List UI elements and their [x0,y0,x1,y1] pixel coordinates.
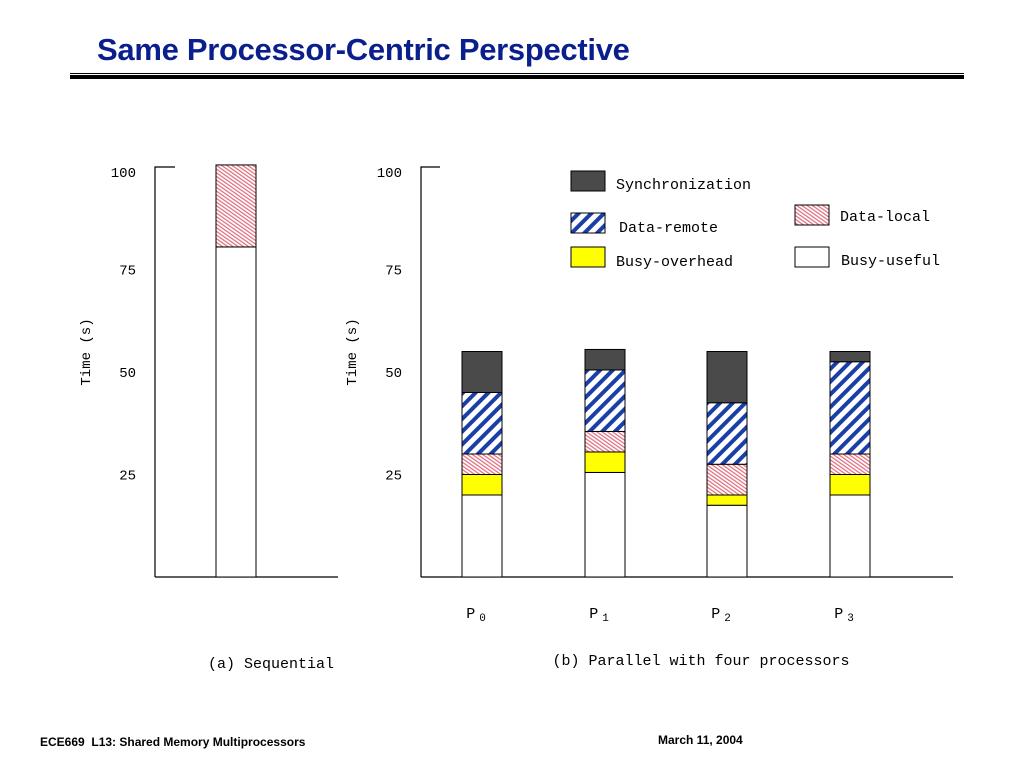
legend-label-busy-useful: Busy-useful [841,253,940,270]
chart-caption: (a) Sequential [208,656,334,673]
y-axis-line [420,166,440,577]
bar-segment-data-remote [829,361,871,455]
bar-segment-data-remote [706,402,748,465]
y-tick-label: 75 [385,264,402,280]
bar-segment-busy-useful [584,471,626,578]
y-tick-label: 50 [385,366,402,382]
bar-segment-synchronization [706,351,748,404]
y-tick-label: 25 [385,469,402,485]
chart-sequential: 100 75 50 25 Time (s) (a) Sequential [79,164,338,673]
legend-label-data-local: Data-local [840,209,930,226]
bar-segment-busy-overhead [584,451,626,473]
bar-segment-busy-useful [215,246,257,578]
bar-segment-synchronization [584,348,626,371]
y-tick-label: 100 [377,166,402,182]
legend-label-busy-overhead: Busy-overhead [616,254,733,271]
bar-segment-busy-overhead [829,474,871,496]
bar-segment-busy-overhead [461,474,503,496]
legend-label-synchronization: Synchronization [616,177,751,194]
legend-label-data-remote: Data-remote [619,220,718,237]
bar-segment-synchronization [829,351,871,363]
bar-segment-data-remote [461,392,503,455]
bar-segment-data-remote [584,369,626,432]
legend-swatch-data-local [794,204,830,226]
legend-swatch-busy-useful [794,246,830,268]
bar-segment-data-local [215,164,257,248]
bar-segment-synchronization [461,351,503,393]
bar-segment-data-local [584,430,626,453]
footer-course: ECE669 L13: Shared Memory Multiprocessor… [40,735,306,749]
bar-segment-data-local [461,453,503,475]
bar-segment-busy-overhead [706,494,748,506]
bar-segment-busy-useful [461,494,503,578]
legend-swatch-synchronization [570,170,606,192]
y-tick-label: 75 [119,264,136,280]
y-tick-label: 25 [119,469,136,485]
legend-swatch-busy-overhead [570,246,606,268]
title-rule-thick [70,75,964,79]
title-rule-thin [70,73,964,74]
bar-segment-data-local [706,463,748,496]
y-axis-label: Time (s) [345,318,361,385]
legend-swatch-data-remote [570,212,606,234]
bar-segment-data-local [829,453,871,475]
y-tick-label: 100 [111,166,136,182]
y-axis-label: Time (s) [79,318,95,385]
y-axis-line [154,166,175,577]
bar-segment-busy-useful [829,494,871,578]
bar-segment-busy-useful [706,504,748,578]
footer-date: March 11, 2004 [658,733,743,747]
y-tick-label: 50 [119,366,136,382]
chart-caption: (b) Parallel with four processors [552,653,849,670]
slide-title: Same Processor-Centric Perspective [97,32,630,67]
